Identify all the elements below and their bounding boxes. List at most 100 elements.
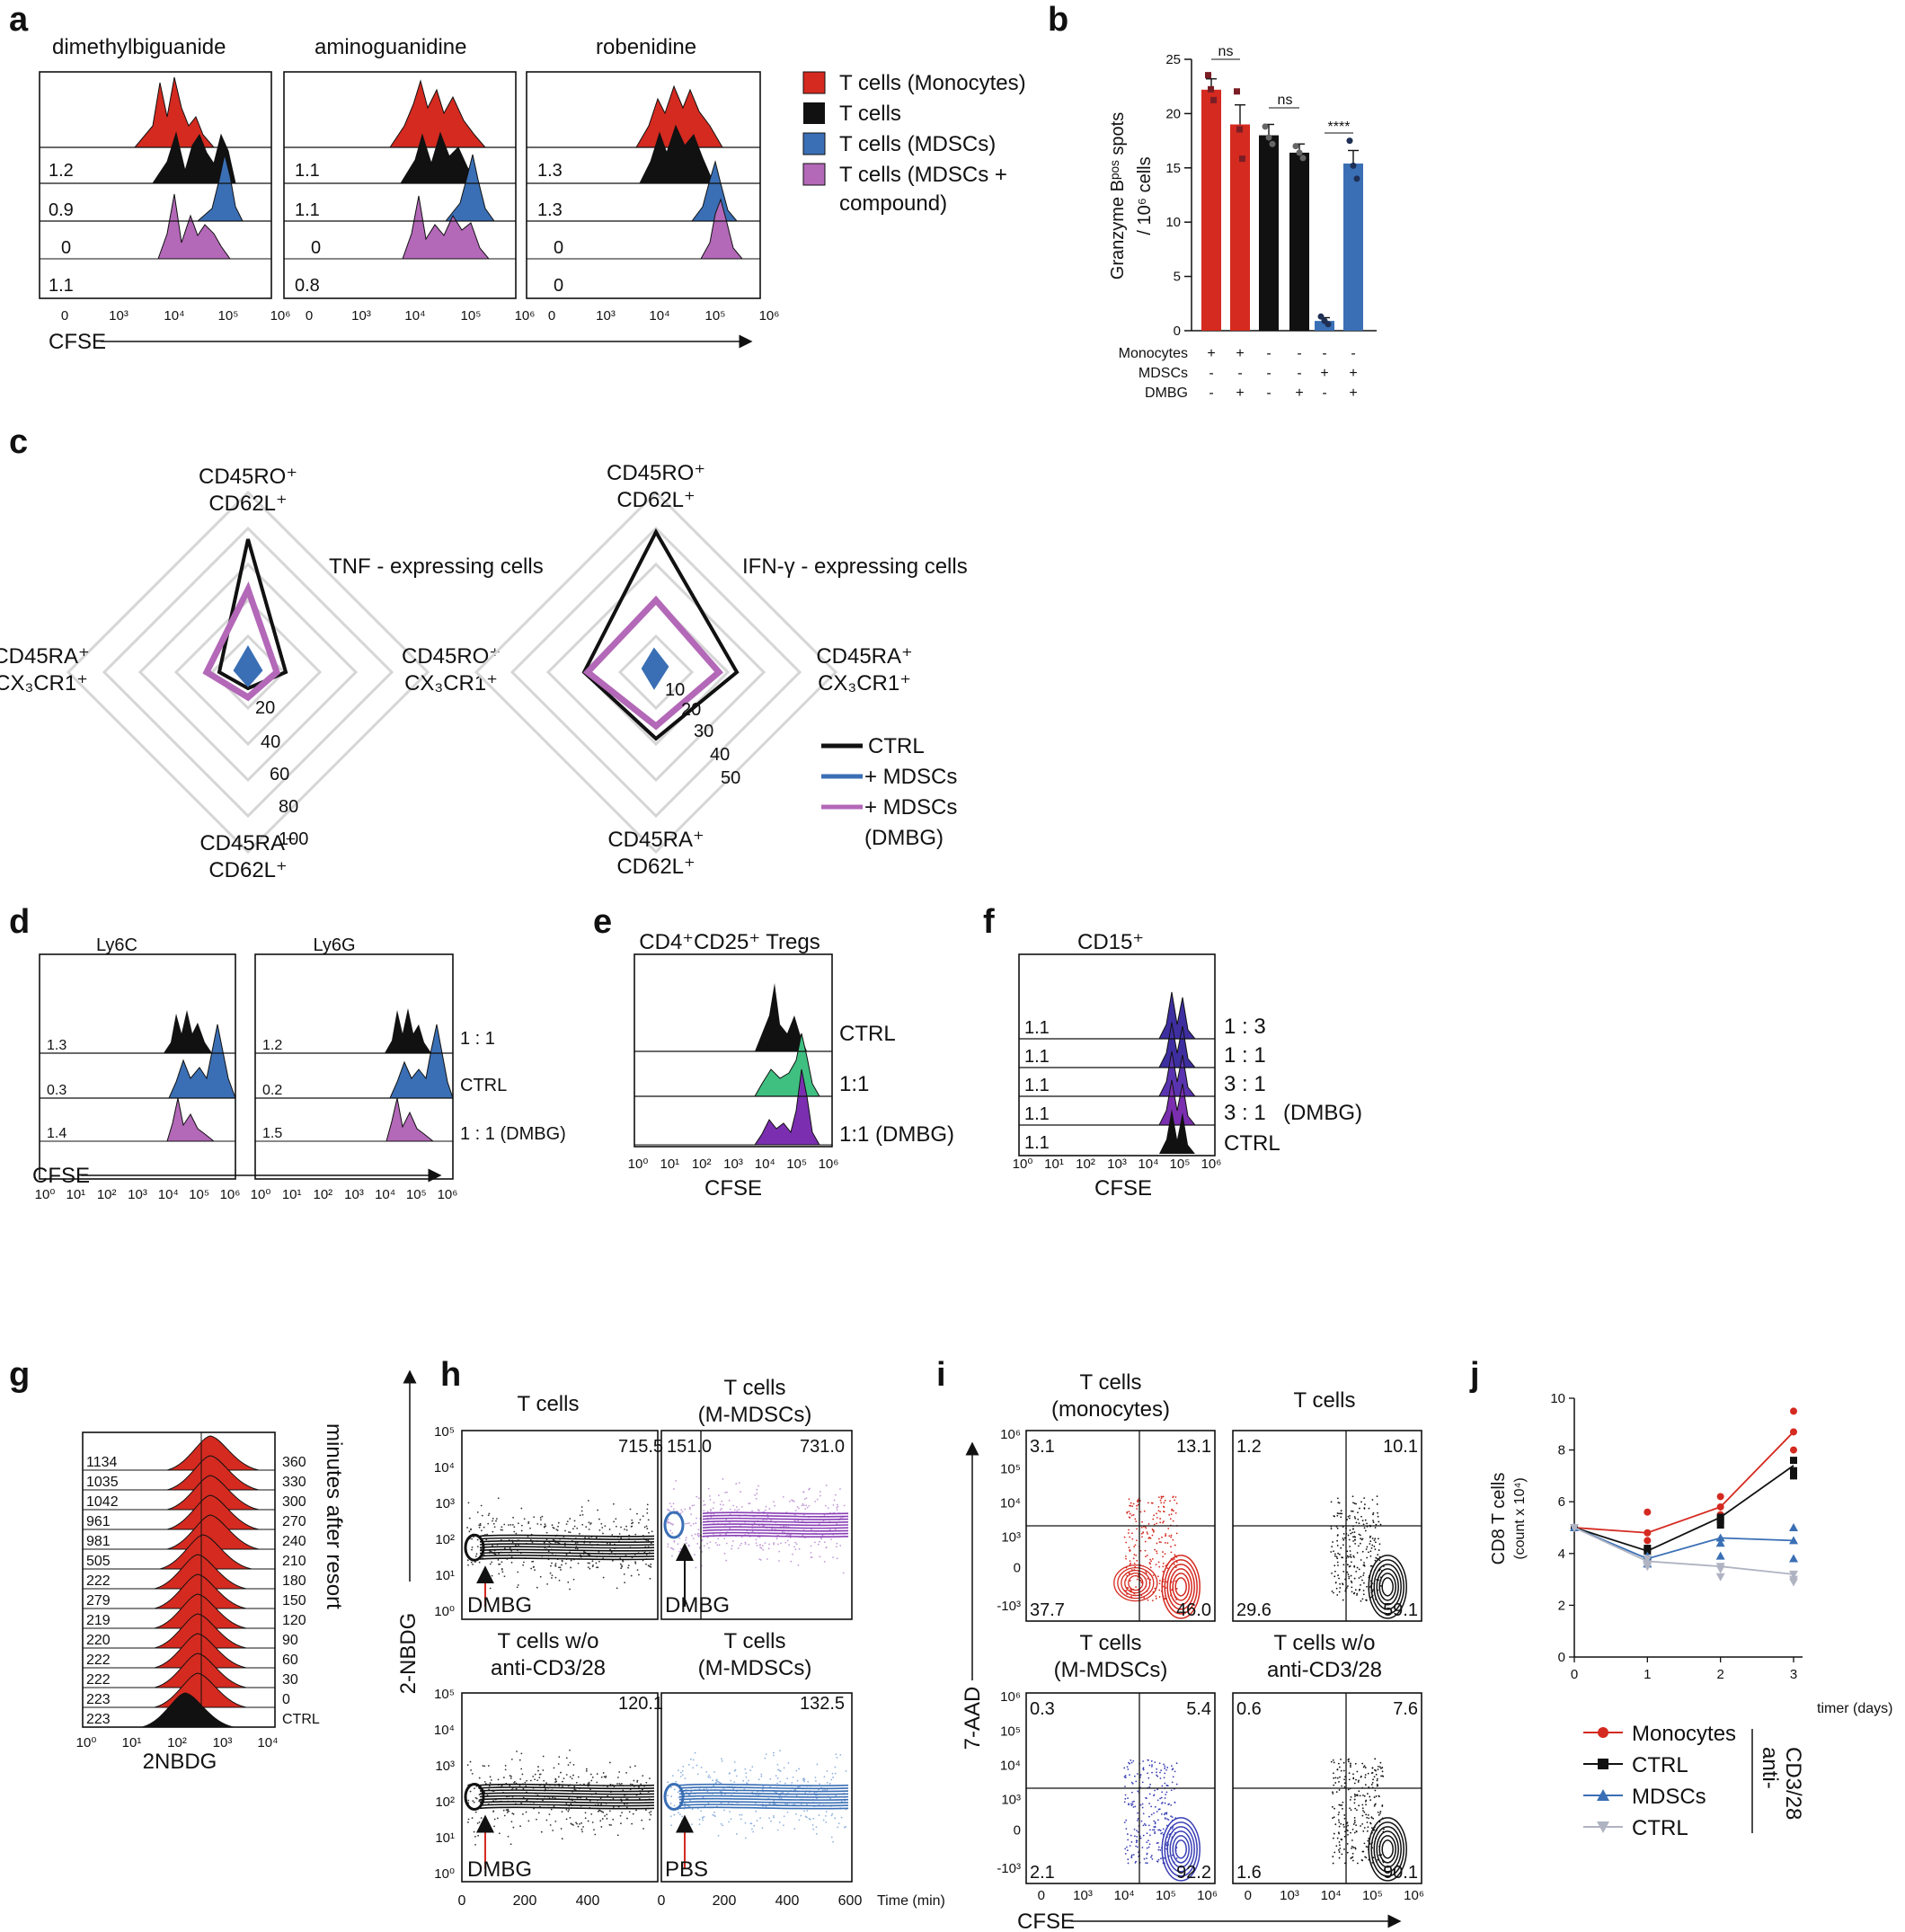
h-scatter-dot [760,1773,763,1776]
i-scatter-dot [1151,1529,1154,1530]
j-data-point [1598,1727,1608,1738]
h-scatter-dot [480,1817,483,1820]
h-scatter-dot [717,1781,720,1784]
i-scatter-dot [1155,1597,1157,1600]
h-scatter-dot [836,1546,837,1548]
h-scatter-dot [483,1526,485,1529]
g-left-value: 219 [86,1613,111,1628]
h-scatter-dot [823,1541,826,1544]
h-scatter-dot [590,1779,593,1782]
j-data-point [1715,1563,1725,1572]
h-scatter-dot [492,1522,495,1525]
i-scatter-dot [1156,1550,1158,1553]
h-scatter-dot [694,1554,696,1556]
i-scatter-dot [1171,1509,1173,1511]
h-scatter-dot [471,1538,473,1540]
c-right-top-2: CD62L⁺ [616,488,695,512]
i-contour-ring [1164,1559,1198,1615]
h-scatter-dot [568,1808,571,1811]
panel-h: h T cells T cells (M-MDSCs) T cells w/o … [396,1356,945,1909]
g-left-value: 223 [86,1692,111,1707]
i-scatter-dot [1351,1857,1353,1859]
h-scatter-dot [678,1769,679,1772]
h-scatter-dot [605,1775,607,1777]
h-scatter-dot [692,1522,695,1525]
i-scatter-dot [1139,1580,1142,1582]
i-scatter-dot [1360,1534,1361,1537]
i-scatter-dot [1165,1533,1167,1535]
a1-xtick-4: 10⁶ [270,308,291,323]
h-scatter-dot [571,1823,573,1826]
panel-label-g: g [9,1356,30,1394]
a-value-2-1: 1.1 [295,161,320,181]
b-sign: - [1237,366,1242,381]
h-scatter-dot [489,1587,492,1590]
i-quadrant-ur: 10.1 [1383,1437,1418,1457]
h-scatter-dot [518,1759,521,1761]
h-scatter-dot [510,1555,513,1558]
h-scatter-dot [600,1826,603,1828]
h-contour-line [479,1534,655,1538]
h-scatter-dot [814,1541,816,1544]
h-contour-line [479,1555,655,1558]
j-xtick-label: 0 [1571,1667,1578,1682]
i-scatter-dot [1334,1823,1337,1826]
i-scatter-dot [1144,1540,1147,1543]
h-scatter-dot [474,1555,477,1557]
i-plot-frame [1232,1430,1422,1622]
h-scatter-dot [513,1782,515,1784]
h-scatter-dot [777,1543,779,1546]
h-scatter-dot [827,1507,829,1510]
j-data-point [1716,1502,1724,1511]
i-scatter-dot [1348,1517,1351,1520]
h-scatter-dot [722,1478,724,1480]
i-xtick-left: 10⁶ [1197,1888,1218,1903]
h-scatter-dot [501,1571,504,1573]
c-left-bottom-2: CD62L⁺ [208,858,287,882]
i-scatter-dot [1146,1853,1148,1856]
h-scatter-dot [696,1534,699,1537]
i-scatter-dot [1150,1502,1153,1504]
i-scatter-dot [1130,1856,1133,1857]
i-scatter-dot [1370,1546,1373,1549]
h-scatter-dot [611,1534,614,1536]
h-scatter-dot [649,1565,651,1567]
h-scatter-dot [575,1781,578,1784]
i-scatter-dot [1351,1510,1352,1512]
i-scatter-dot [1172,1768,1174,1770]
f-histogram [1018,953,1216,1157]
h-scatter-dot [620,1567,623,1570]
i-contour-ring [1161,1555,1201,1619]
i-scatter-dot [1150,1759,1153,1762]
i-scatter-dot [1162,1571,1165,1573]
i-quadrant-lr: 59.1 [1383,1600,1418,1620]
h-scatter-dot [817,1543,820,1546]
i-xtick-left: 10³ [1073,1888,1093,1903]
i-scatter-dot [1366,1821,1369,1823]
h-scatter-dot [837,1505,839,1508]
i-scatter-dot [1363,1765,1366,1768]
a-legend-3: T cells (MDSCs) [839,132,996,156]
h-scatter-dot [797,1564,800,1566]
i-scatter-dot [1362,1572,1365,1574]
h-scatter-dot [707,1487,710,1490]
h-scatter-dot [488,1581,491,1583]
i-scatter-dot [1156,1512,1157,1515]
h-scatter-dot [688,1506,691,1509]
b-bar [1343,163,1363,331]
i-scatter-dot [1354,1589,1357,1591]
i-scatter-dot [1374,1803,1377,1805]
h-scatter-dot [529,1527,531,1529]
h-scatter-dot [638,1786,640,1788]
i-scatter-dot [1377,1768,1379,1771]
h-contour-line [479,1786,655,1790]
i-scatter-dot [1143,1597,1146,1600]
g-right-value: 300 [282,1494,306,1510]
h-scatter-dot [539,1516,542,1519]
i-scatter-dot [1363,1497,1366,1500]
a-value-3-3: 0 [554,238,563,258]
i-scatter-dot [1129,1580,1131,1582]
j-data-point [1790,1446,1797,1454]
h-value-2a: 151.0 [667,1437,712,1457]
b-data-point [1317,313,1325,320]
